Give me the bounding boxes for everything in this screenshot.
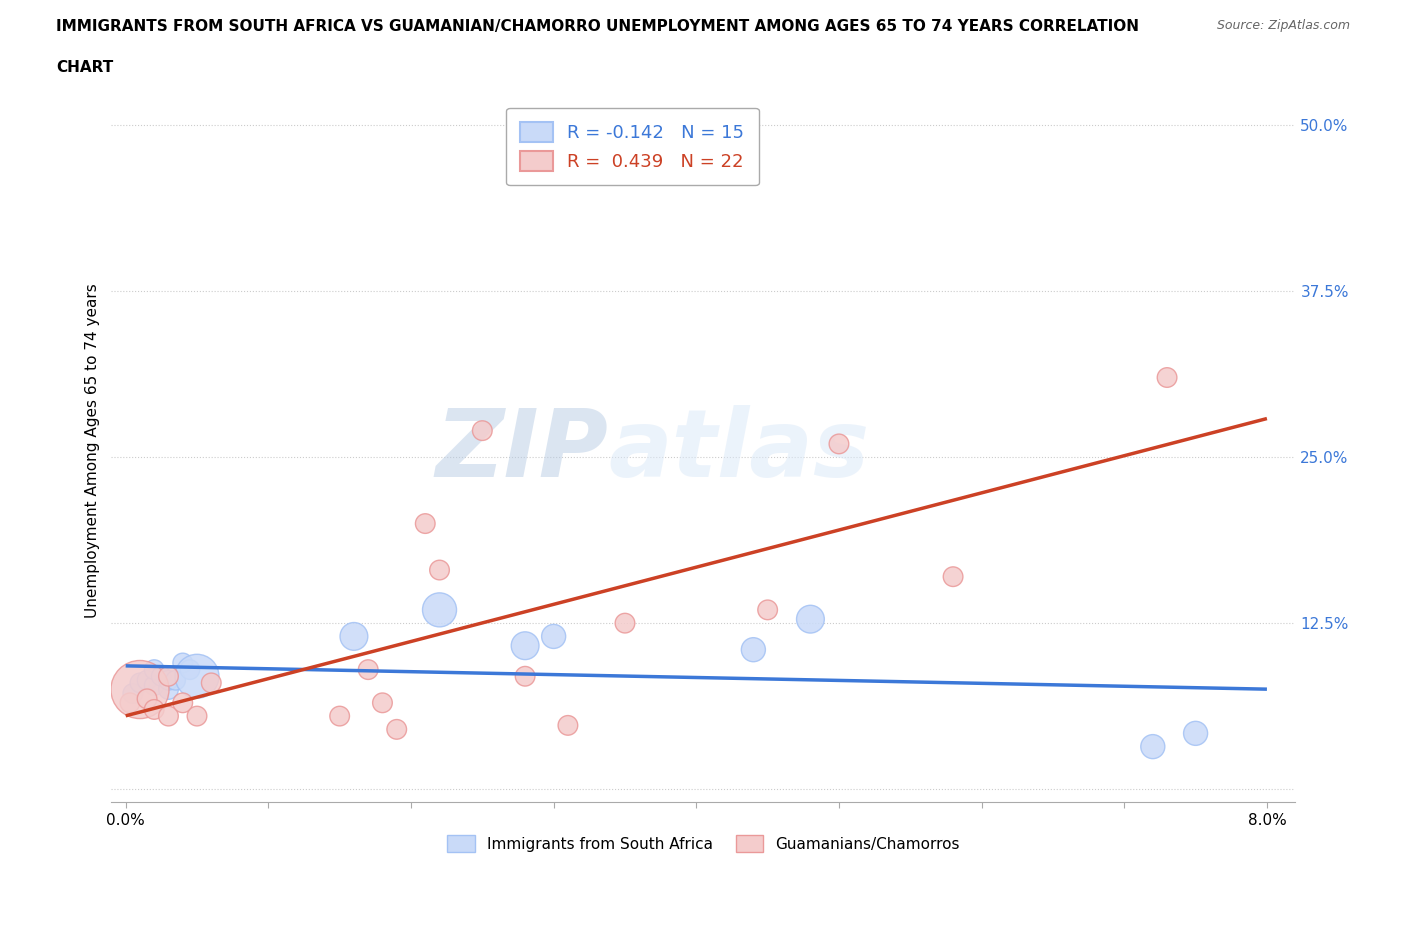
Point — [543, 629, 565, 644]
Text: CHART: CHART — [56, 60, 114, 75]
Point — [157, 669, 180, 684]
Point — [614, 616, 637, 631]
Point — [121, 686, 143, 701]
Text: ZIP: ZIP — [436, 405, 609, 497]
Text: atlas: atlas — [609, 405, 870, 497]
Point — [385, 722, 408, 737]
Point — [136, 672, 159, 687]
Point — [343, 629, 366, 644]
Point — [1156, 370, 1178, 385]
Point — [200, 675, 222, 690]
Point — [1142, 739, 1164, 754]
Point — [186, 709, 208, 724]
Point — [429, 603, 451, 618]
Point — [143, 678, 166, 693]
Point — [136, 691, 159, 706]
Point — [799, 612, 821, 627]
Text: Source: ZipAtlas.com: Source: ZipAtlas.com — [1216, 19, 1350, 32]
Point — [129, 682, 152, 697]
Legend: Immigrants from South Africa, Guamanians/Chamorros: Immigrants from South Africa, Guamanians… — [441, 830, 966, 858]
Point — [1184, 726, 1206, 741]
Point — [329, 709, 352, 724]
Text: IMMIGRANTS FROM SOUTH AFRICA VS GUAMANIAN/CHAMORRO UNEMPLOYMENT AMONG AGES 65 TO: IMMIGRANTS FROM SOUTH AFRICA VS GUAMANIA… — [56, 19, 1139, 33]
Point — [157, 672, 180, 687]
Point — [172, 656, 194, 671]
Point — [828, 436, 851, 451]
Point — [513, 638, 536, 653]
Point — [179, 662, 201, 677]
Point — [143, 702, 166, 717]
Point — [756, 603, 779, 618]
Point — [150, 669, 173, 684]
Point — [471, 423, 494, 438]
Point — [143, 662, 166, 677]
Point — [118, 696, 141, 711]
Point — [557, 718, 579, 733]
Point — [165, 672, 187, 687]
Point — [357, 662, 380, 677]
Point — [513, 669, 536, 684]
Point — [186, 669, 208, 684]
Point — [157, 682, 180, 697]
Point — [172, 696, 194, 711]
Point — [942, 569, 965, 584]
Point — [429, 563, 451, 578]
Point — [413, 516, 436, 531]
Point — [742, 643, 765, 658]
Point — [129, 675, 152, 690]
Point — [371, 696, 394, 711]
Y-axis label: Unemployment Among Ages 65 to 74 years: Unemployment Among Ages 65 to 74 years — [86, 283, 100, 618]
Point — [157, 709, 180, 724]
